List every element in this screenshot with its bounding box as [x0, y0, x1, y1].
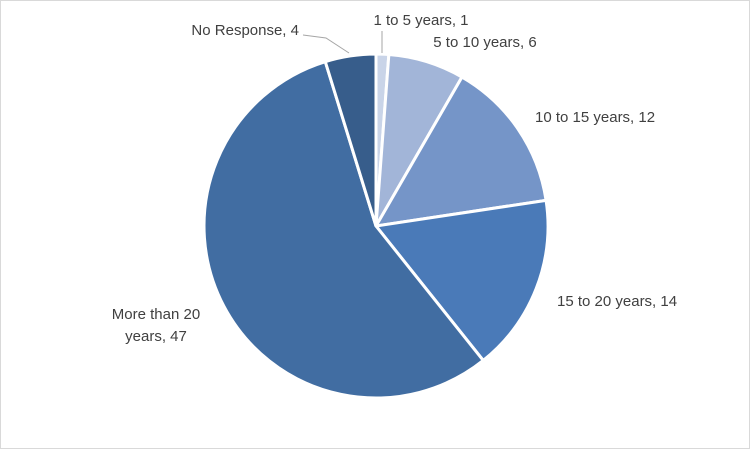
data-labels: 1 to 5 years, 1 5 to 10 years, 6 10 to 15 …	[112, 12, 677, 345]
data-label-5-to-10-years: 5 to 10 years, 6	[433, 34, 536, 51]
data-label-15-to-20-years: 15 to 20 years, 14	[557, 293, 677, 310]
data-label-line: 1 to 5 years, 1	[373, 12, 468, 29]
data-label-line: More than 20	[112, 306, 200, 323]
data-label-line: 10 to 15 years, 12	[535, 109, 655, 126]
pie-slice-15-to-20-years	[374, 198, 550, 362]
pie-slice-10-to-15-years	[374, 75, 548, 228]
data-label-10-to-15-years: 10 to 15 years, 12	[535, 109, 655, 126]
pie-slice-more-than-20-years	[202, 60, 485, 400]
data-label-line: 5 to 10 years, 6	[433, 34, 536, 51]
data-label-line: years, 47	[125, 328, 187, 345]
data-label-line: 15 to 20 years, 14	[557, 293, 677, 310]
pie-slice-no-response	[323, 52, 378, 228]
pie-slices	[202, 52, 550, 400]
data-label-1-to-5-years: 1 to 5 years, 1	[373, 12, 468, 29]
data-label-no-response: No Response, 4	[191, 22, 299, 39]
leader-lines	[302, 31, 383, 54]
leader-line-no-response	[302, 34, 350, 54]
data-label-more-than-20-years: More than 20 years, 47	[112, 306, 200, 345]
data-label-line: No Response, 4	[191, 22, 299, 39]
